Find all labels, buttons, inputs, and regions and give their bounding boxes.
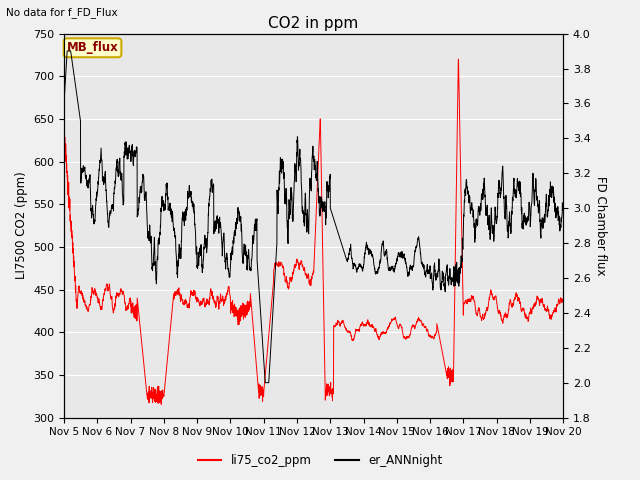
- Y-axis label: LI7500 CO2 (ppm): LI7500 CO2 (ppm): [15, 172, 28, 279]
- li75_co2_ppm: [454, 56, 462, 62]
- er_ANNnight: [117, 174, 125, 180]
- li75_co2_ppm: [273, 262, 281, 267]
- li75_co2_ppm: [252, 353, 259, 359]
- er_ANNnight: [60, 100, 68, 106]
- li75_co2_ppm: [550, 309, 557, 314]
- li75_co2_ppm: [117, 288, 125, 294]
- li75_co2_ppm: [60, 126, 68, 132]
- er_ANNnight: [273, 198, 281, 204]
- er_ANNnight: [261, 380, 269, 385]
- Line: er_ANNnight: er_ANNnight: [64, 51, 563, 383]
- Text: No data for f_FD_Flux: No data for f_FD_Flux: [6, 7, 118, 18]
- er_ANNnight: [63, 48, 71, 54]
- Line: li75_co2_ppm: li75_co2_ppm: [64, 59, 563, 404]
- er_ANNnight: [496, 190, 504, 195]
- Text: MB_flux: MB_flux: [67, 41, 118, 54]
- li75_co2_ppm: [496, 309, 504, 315]
- er_ANNnight: [252, 224, 259, 230]
- Legend: li75_co2_ppm, er_ANNnight: li75_co2_ppm, er_ANNnight: [193, 449, 447, 472]
- li75_co2_ppm: [559, 298, 567, 304]
- er_ANNnight: [550, 192, 557, 197]
- li75_co2_ppm: [157, 401, 165, 407]
- li75_co2_ppm: [147, 388, 154, 394]
- Y-axis label: FD Chamber flux: FD Chamber flux: [595, 176, 607, 276]
- er_ANNnight: [559, 203, 567, 208]
- Title: CO2 in ppm: CO2 in ppm: [268, 16, 359, 31]
- er_ANNnight: [147, 240, 155, 245]
